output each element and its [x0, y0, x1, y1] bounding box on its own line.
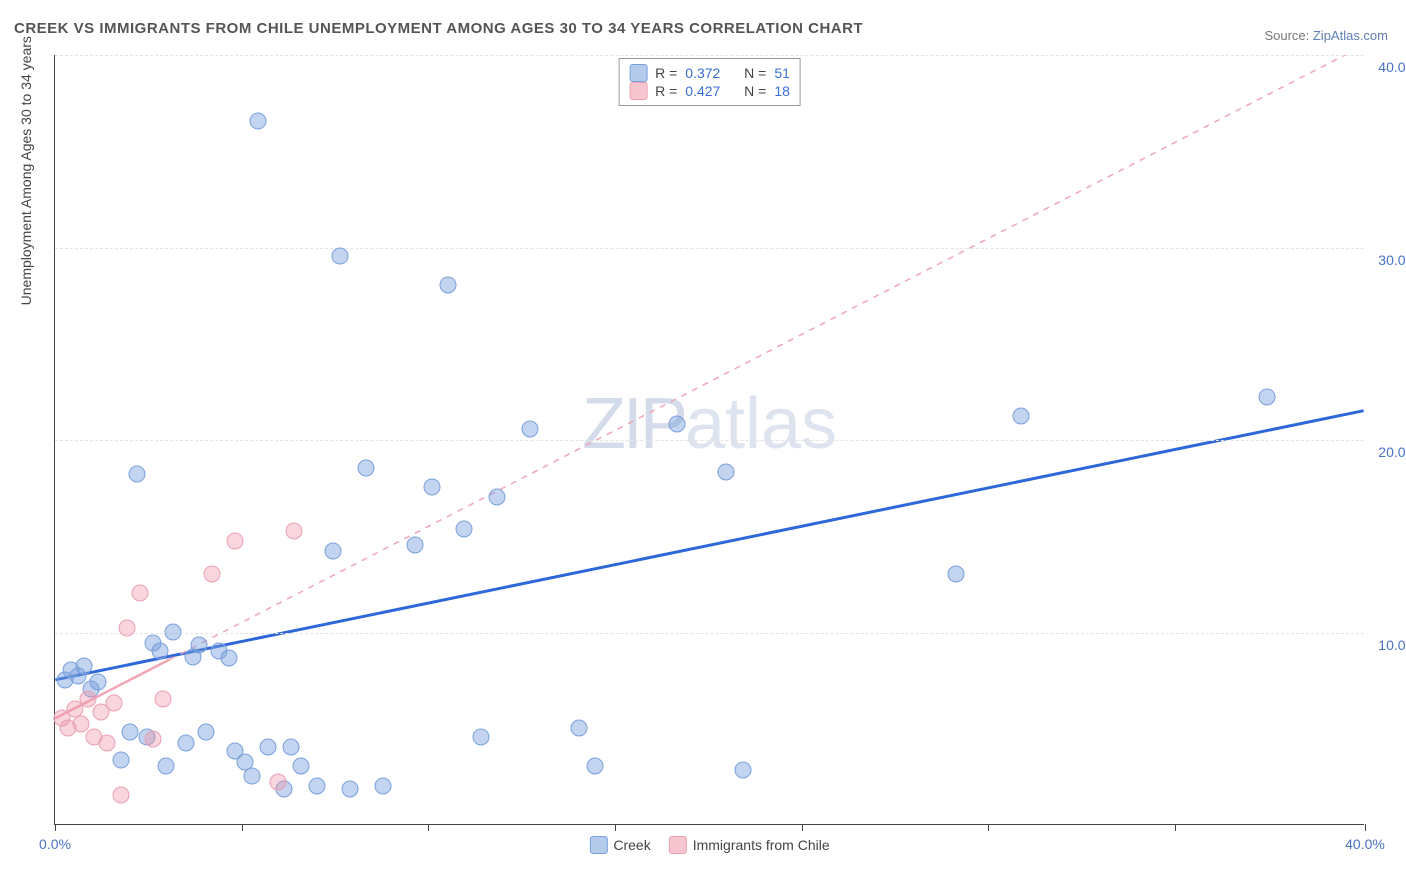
- grid-line: [55, 55, 1364, 56]
- r-label: R =: [655, 65, 677, 81]
- scatter-point: [309, 777, 326, 794]
- chart-title: CREEK VS IMMIGRANTS FROM CHILE UNEMPLOYM…: [14, 20, 863, 37]
- n-label: N =: [744, 65, 766, 81]
- x-tick-label: 0.0%: [39, 836, 71, 852]
- y-axis-label: Unemployment Among Ages 30 to 34 years: [18, 36, 34, 305]
- legend-item-creek: Creek: [589, 836, 650, 854]
- x-tick: [988, 824, 989, 831]
- scatter-point: [250, 113, 267, 130]
- scatter-point: [571, 719, 588, 736]
- scatter-point: [151, 642, 168, 659]
- scatter-point: [178, 735, 195, 752]
- grid-line: [55, 633, 1364, 634]
- x-tick: [242, 824, 243, 831]
- legend-row-chile: R = 0.427 N = 18: [629, 82, 790, 100]
- y-tick-label: 30.0%: [1368, 252, 1406, 268]
- scatter-point: [341, 781, 358, 798]
- scatter-point: [191, 636, 208, 653]
- scatter-point: [587, 758, 604, 775]
- scatter-point: [145, 731, 162, 748]
- scatter-point: [99, 735, 116, 752]
- scatter-point: [718, 463, 735, 480]
- y-tick-label: 20.0%: [1368, 444, 1406, 460]
- scatter-point: [292, 758, 309, 775]
- scatter-point: [227, 533, 244, 550]
- scatter-point: [734, 762, 751, 779]
- scatter-point: [440, 277, 457, 294]
- r-value: 0.372: [685, 65, 720, 81]
- scatter-point: [155, 690, 172, 707]
- legend-label: Creek: [613, 837, 650, 853]
- scatter-point: [204, 565, 221, 582]
- scatter-point: [669, 415, 686, 432]
- scatter-point: [374, 777, 391, 794]
- legend-item-chile: Immigrants from Chile: [669, 836, 830, 854]
- scatter-point: [269, 773, 286, 790]
- r-value: 0.427: [685, 83, 720, 99]
- x-tick: [615, 824, 616, 831]
- scatter-point: [521, 421, 538, 438]
- watermark: ZIPatlas: [582, 383, 837, 465]
- scatter-point: [197, 723, 214, 740]
- scatter-point: [456, 521, 473, 538]
- source-link[interactable]: ZipAtlas.com: [1313, 28, 1388, 43]
- scatter-point: [472, 729, 489, 746]
- x-tick: [55, 824, 56, 831]
- scatter-point: [73, 715, 90, 732]
- swatch-pink-icon: [669, 836, 687, 854]
- x-tick: [1365, 824, 1366, 831]
- scatter-point: [947, 565, 964, 582]
- watermark-b: atlas: [685, 384, 837, 464]
- swatch-pink-icon: [629, 82, 647, 100]
- scatter-point: [105, 694, 122, 711]
- scatter-point: [286, 523, 303, 540]
- scatter-point: [76, 658, 93, 675]
- legend-row-creek: R = 0.372 N = 51: [629, 64, 790, 82]
- scatter-point: [112, 752, 129, 769]
- x-tick-label: 40.0%: [1345, 836, 1385, 852]
- source-prefix: Source:: [1264, 28, 1312, 43]
- scatter-point: [325, 542, 342, 559]
- scatter-point: [407, 536, 424, 553]
- scatter-point: [89, 673, 106, 690]
- scatter-point: [423, 479, 440, 496]
- scatter-point: [243, 767, 260, 784]
- r-label: R =: [655, 83, 677, 99]
- x-tick: [802, 824, 803, 831]
- scatter-point: [112, 787, 129, 804]
- swatch-blue-icon: [629, 64, 647, 82]
- scatter-point: [220, 650, 237, 667]
- scatter-point: [132, 585, 149, 602]
- grid-line: [55, 440, 1364, 441]
- n-value: 51: [774, 65, 790, 81]
- legend-label: Immigrants from Chile: [693, 837, 830, 853]
- scatter-point: [79, 690, 96, 707]
- x-tick: [428, 824, 429, 831]
- grid-line: [55, 248, 1364, 249]
- y-tick-label: 40.0%: [1368, 59, 1406, 75]
- source-attribution: Source: ZipAtlas.com: [1264, 28, 1388, 43]
- scatter-point: [128, 465, 145, 482]
- plot-area: ZIPatlas R = 0.372 N = 51 R = 0.427 N = …: [54, 55, 1364, 825]
- n-label: N =: [744, 83, 766, 99]
- swatch-blue-icon: [589, 836, 607, 854]
- scatter-point: [331, 248, 348, 265]
- scatter-point: [164, 623, 181, 640]
- scatter-point: [1258, 388, 1275, 405]
- scatter-point: [119, 619, 136, 636]
- scatter-point: [1013, 407, 1030, 424]
- scatter-point: [259, 739, 276, 756]
- scatter-point: [489, 488, 506, 505]
- scatter-point: [158, 758, 175, 775]
- x-tick: [1175, 824, 1176, 831]
- series-legend: Creek Immigrants from Chile: [589, 836, 829, 854]
- scatter-point: [122, 723, 139, 740]
- scatter-point: [282, 739, 299, 756]
- correlation-legend: R = 0.372 N = 51 R = 0.427 N = 18: [618, 58, 801, 106]
- scatter-point: [358, 459, 375, 476]
- y-tick-label: 10.0%: [1368, 637, 1406, 653]
- n-value: 18: [774, 83, 790, 99]
- chart-container: CREEK VS IMMIGRANTS FROM CHILE UNEMPLOYM…: [0, 0, 1406, 892]
